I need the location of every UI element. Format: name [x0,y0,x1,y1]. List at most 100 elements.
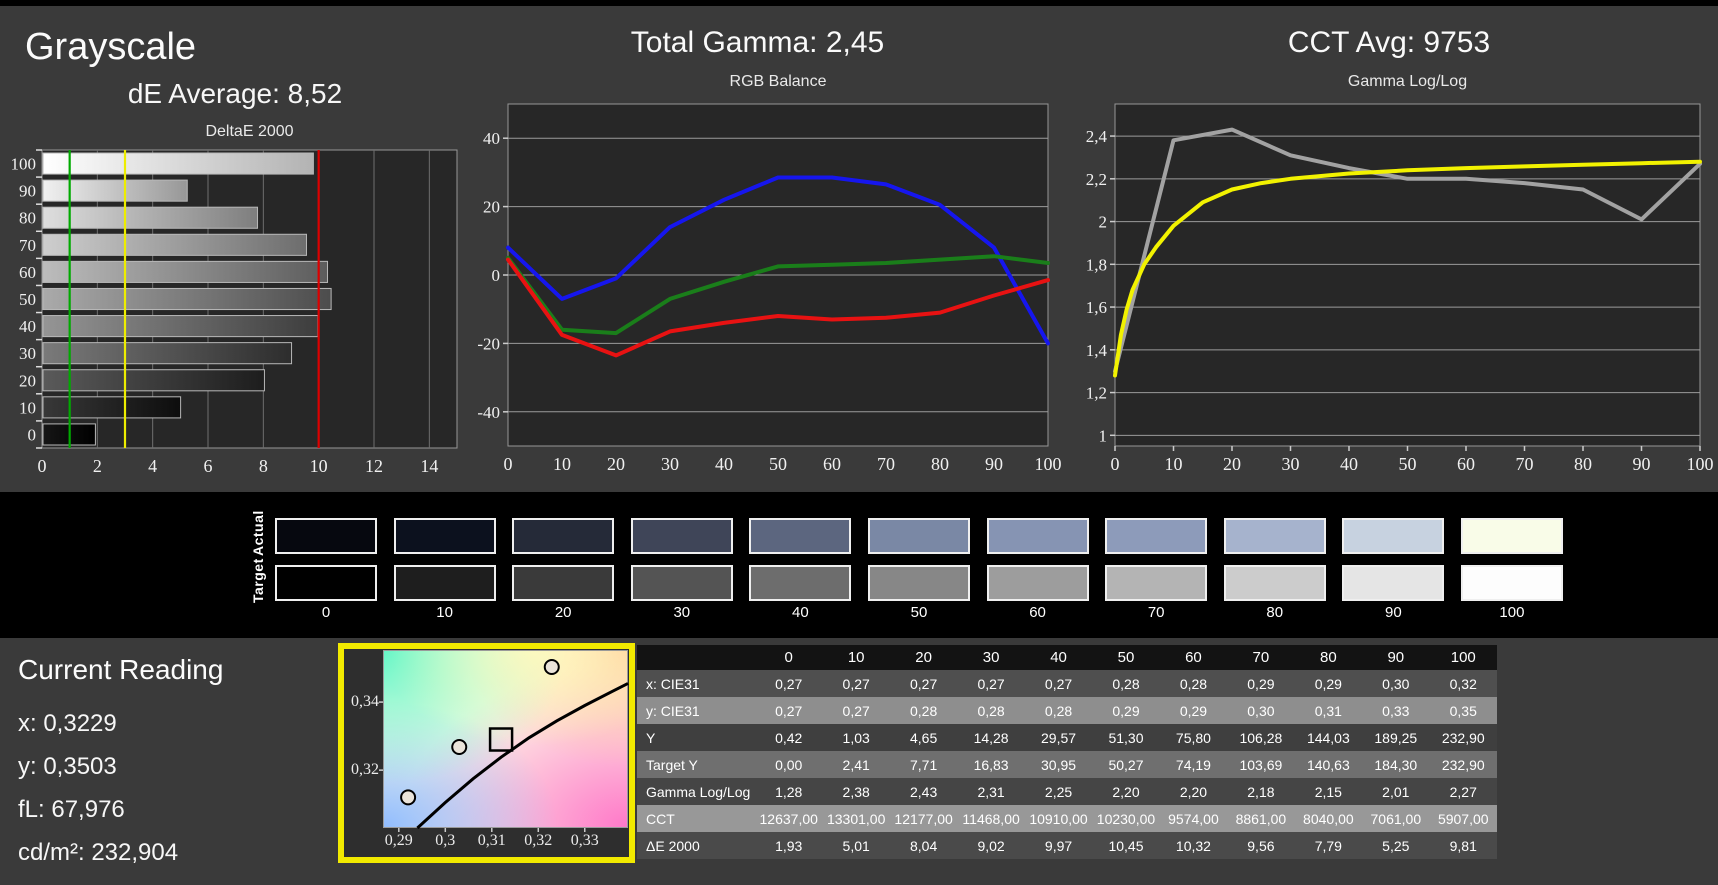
svg-text:10: 10 [1165,454,1183,474]
target-swatch-0 [275,565,377,601]
table-cell: 12177,00 [894,810,953,827]
deltae-bar-90 [42,179,188,202]
deltae-bar-40 [42,315,319,338]
deltae-bar-20 [42,369,265,392]
table-cell: 8040,00 [1303,810,1354,827]
table-cell: 4,65 [910,729,938,746]
table-cell: 2,27 [1449,783,1477,800]
table-col-header: 100 [1450,649,1476,666]
table-col-header: 10 [847,649,865,666]
svg-text:100: 100 [1687,454,1714,474]
table-row-label: ΔE 2000 [646,837,700,854]
deltae-bar-70 [42,233,307,256]
table-cell: 2,01 [1382,783,1410,800]
actual-swatch-60 [986,518,1089,554]
svg-text:70: 70 [1516,454,1534,474]
table-cell: 11468,00 [962,810,1020,827]
cie-point [400,789,417,806]
current-reading-values: x: 0,3229 y: 0,3503 fL: 67,976 cd/m²: 232,9… [18,702,223,874]
rgb-balance-chart: RGB Balance -40 -20 0 20 40 0 10 20 30 40 50 60 70 80 9… [477,73,1061,474]
reading-line: y: 0,3503 [18,753,117,780]
table-cell: 106,28 [1239,729,1283,746]
cie-chart-panel[interactable]: 0,29 0,3 0,31 0,32 0,33 0,32 0,34 [338,643,635,863]
actual-swatch-40 [749,518,852,554]
table-cell: 0,30 [1382,675,1410,692]
cie-y-tick: 0,32 [351,761,379,779]
table-cell: 9574,00 [1168,810,1219,827]
swatch-level-60: 60 [1029,604,1046,621]
cie-x-tick: 0,29 [384,832,413,849]
table-cell: 2,20 [1112,783,1140,800]
table-header-row: 0 10 20 30 40 50 60 70 80 90 100 [637,645,1497,670]
table-cell: 189,25 [1374,729,1418,746]
table-cell: 9,81 [1449,837,1477,854]
svg-text:2: 2 [93,456,102,476]
svg-text:90: 90 [19,182,36,201]
actual-swatch-70 [1105,518,1208,554]
table-cell: 5,25 [1382,837,1410,854]
swatch-level-80: 80 [1266,604,1284,621]
table-cell: 0,27 [842,675,870,692]
table-cell: 2,41 [842,756,870,773]
table-cell: 0,27 [1044,675,1073,692]
svg-text:10: 10 [310,456,328,476]
actual-swatch-30 [630,518,733,554]
table-cell: 0,32 [1449,675,1477,692]
svg-text:70: 70 [19,236,36,255]
table-row-label: Gamma Log/Log [646,783,751,800]
svg-text:14: 14 [420,456,438,476]
measured-series [1113,127,1702,374]
actual-row-label: Actual [250,510,266,556]
target-swatch-10 [393,565,496,601]
actual-swatch-80 [1223,518,1326,554]
table-cell: 0,27 [977,675,1005,692]
svg-text:1,4: 1,4 [1086,341,1108,360]
cie-plot-area [383,650,628,828]
cie-current-point [488,727,514,752]
red-series [506,257,1050,358]
table-cell: 8861,00 [1235,810,1287,827]
svg-text:0: 0 [38,456,47,476]
svg-text:6: 6 [204,456,213,476]
table-cell: 5,01 [842,837,870,854]
swatch-band: Actual Target 0 10 20 30 40 50 60 70 80 90 100 [0,492,1718,638]
reading-line: fL: 67,976 [18,796,125,823]
table-cell: 10,45 [1108,837,1144,854]
table-cell: 8,04 [910,837,938,854]
svg-text:-40: -40 [477,403,500,422]
svg-text:30: 30 [19,344,36,363]
target-swatch-30 [630,565,733,601]
table-cell: 0,27 [775,675,803,692]
target-swatch-row [275,565,1563,601]
target-series [1113,159,1702,378]
cct-avg-label: CCT Avg: 9753 [1287,26,1491,59]
green-series [506,254,1050,336]
table-cell: 2,20 [1179,783,1208,800]
swatch-level-90: 90 [1385,604,1402,621]
target-swatch-90 [1342,565,1445,601]
svg-text:0: 0 [28,425,37,444]
table-row-label: Target Y [646,756,698,773]
deltae-bar-100 [42,152,314,175]
svg-text:20: 20 [483,198,500,217]
svg-text:50: 50 [769,454,787,474]
target-swatch-50 [867,565,970,601]
actual-swatch-50 [867,518,970,554]
svg-text:50: 50 [19,290,36,309]
svg-text:90: 90 [1633,454,1651,474]
table-cell: 0,29 [1112,702,1140,719]
svg-text:30: 30 [1282,454,1300,474]
window-top-strip [0,0,1718,6]
actual-swatch-90 [1342,518,1445,554]
table-cell: 2,31 [977,783,1005,800]
table-row: ΔE 2000 1,93 5,01 8,04 9,02 9,97 10,45 10,32 9,5… [637,832,1497,859]
target-swatch-40 [749,565,852,601]
svg-text:8: 8 [259,456,268,476]
de-average-label: dE Average: 8,52 [127,78,343,109]
table-cell: 12637,00 [759,810,818,827]
table-cell: 10,32 [1175,837,1211,854]
cie-x-tick: 0,3 [435,832,456,849]
svg-text:0: 0 [1111,454,1120,474]
table-cell: 140,63 [1306,756,1350,773]
current-reading-title: Current Reading [18,654,224,685]
